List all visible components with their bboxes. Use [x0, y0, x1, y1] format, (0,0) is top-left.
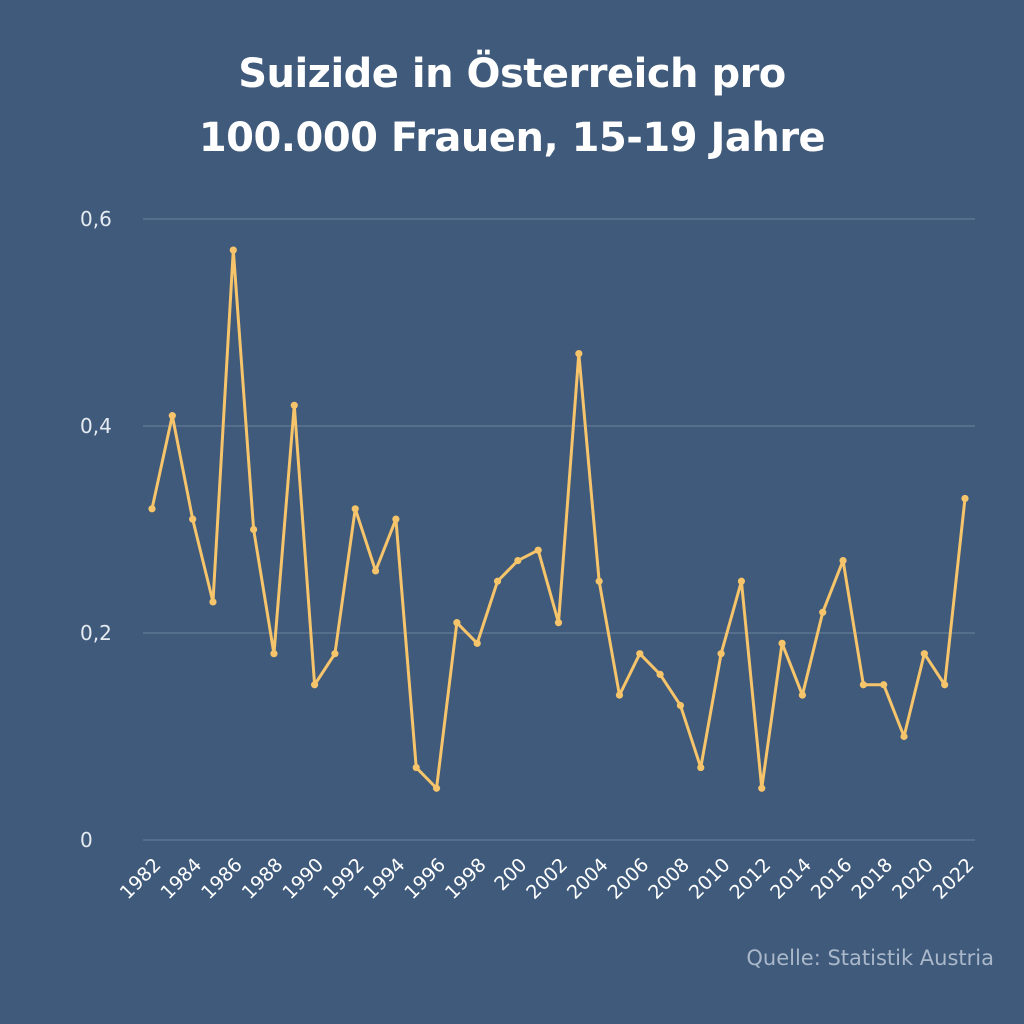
data-point	[270, 650, 278, 658]
data-point	[697, 763, 705, 772]
data-point	[920, 650, 928, 658]
data-point	[473, 639, 481, 647]
y-tick-label: 0,2	[80, 621, 112, 645]
data-point	[250, 525, 258, 534]
x-tick-label: 2016	[807, 854, 857, 904]
x-tick-label: 2014	[766, 854, 816, 904]
data-point	[371, 567, 380, 575]
chart-title-line-2: 100.000 Frauen, 15-19 Jahre	[198, 115, 826, 161]
data-point	[717, 650, 725, 658]
data-point	[961, 494, 969, 503]
data-point	[575, 349, 583, 358]
y-tick-label: 0	[80, 828, 93, 852]
x-tick-label: 2010	[685, 854, 735, 904]
x-tick-label: 2012	[726, 854, 776, 904]
data-point	[839, 556, 847, 565]
y-tick-label: 0,6	[80, 207, 112, 231]
data-point	[758, 784, 766, 792]
data-point	[229, 246, 237, 254]
data-point	[554, 619, 563, 627]
data-point	[676, 701, 685, 710]
data-point	[778, 639, 786, 647]
data-point	[514, 556, 522, 565]
data-point	[168, 412, 176, 420]
y-tick-label: 0,4	[80, 414, 112, 438]
data-point	[351, 505, 359, 513]
x-tick-label: 1998	[441, 854, 491, 904]
data-point	[941, 681, 949, 689]
data-point	[615, 691, 624, 699]
source-note: Quelle: Statistik Austria	[746, 946, 994, 970]
data-point	[656, 670, 664, 679]
data-point	[595, 577, 603, 585]
data-point	[798, 691, 807, 699]
x-tick-label: 1986	[197, 854, 247, 904]
data-point	[189, 515, 197, 523]
data-point	[209, 598, 217, 606]
data-point	[819, 608, 827, 616]
data-point	[290, 401, 298, 409]
data-point	[311, 681, 319, 689]
series-layer	[148, 246, 969, 792]
chart-title-line-1: Suizide in Österreich pro	[238, 51, 786, 97]
data-point	[737, 577, 746, 585]
x-tick-label: 1988	[238, 854, 288, 904]
data-point	[636, 650, 644, 658]
data-point	[900, 732, 908, 741]
data-point	[432, 784, 441, 792]
x-tick-label: 1990	[278, 854, 328, 904]
x-tick-label: 2008	[644, 854, 694, 904]
y-axis: 0 0,2 0,4 0,6	[80, 207, 112, 852]
data-point	[331, 650, 339, 658]
data-point	[493, 577, 502, 585]
data-point	[859, 681, 867, 689]
data-point	[453, 619, 461, 627]
data-point	[880, 681, 888, 689]
series-line	[150, 248, 967, 790]
grid-layer	[143, 218, 975, 841]
x-tick-label: 1982	[116, 854, 166, 904]
chart-title: Suizide in Österreich pro 100.000 Frauen…	[0, 42, 1024, 170]
x-tick-label: 1996	[400, 854, 450, 904]
x-tick-label: 2018	[847, 854, 897, 904]
data-point	[412, 763, 420, 772]
x-tick-label: 1984	[156, 854, 206, 904]
x-tick-label: 2022	[929, 854, 979, 904]
x-tick-label: 2004	[563, 854, 613, 904]
x-tick-label: 1992	[319, 854, 369, 904]
x-tick-label: 2006	[604, 854, 654, 904]
data-point	[148, 505, 156, 513]
x-tick-label: 2020	[888, 854, 938, 904]
x-tick-label: 1994	[360, 854, 410, 904]
data-point	[534, 546, 542, 554]
x-tick-label: 2002	[522, 854, 572, 904]
data-point	[392, 515, 400, 523]
